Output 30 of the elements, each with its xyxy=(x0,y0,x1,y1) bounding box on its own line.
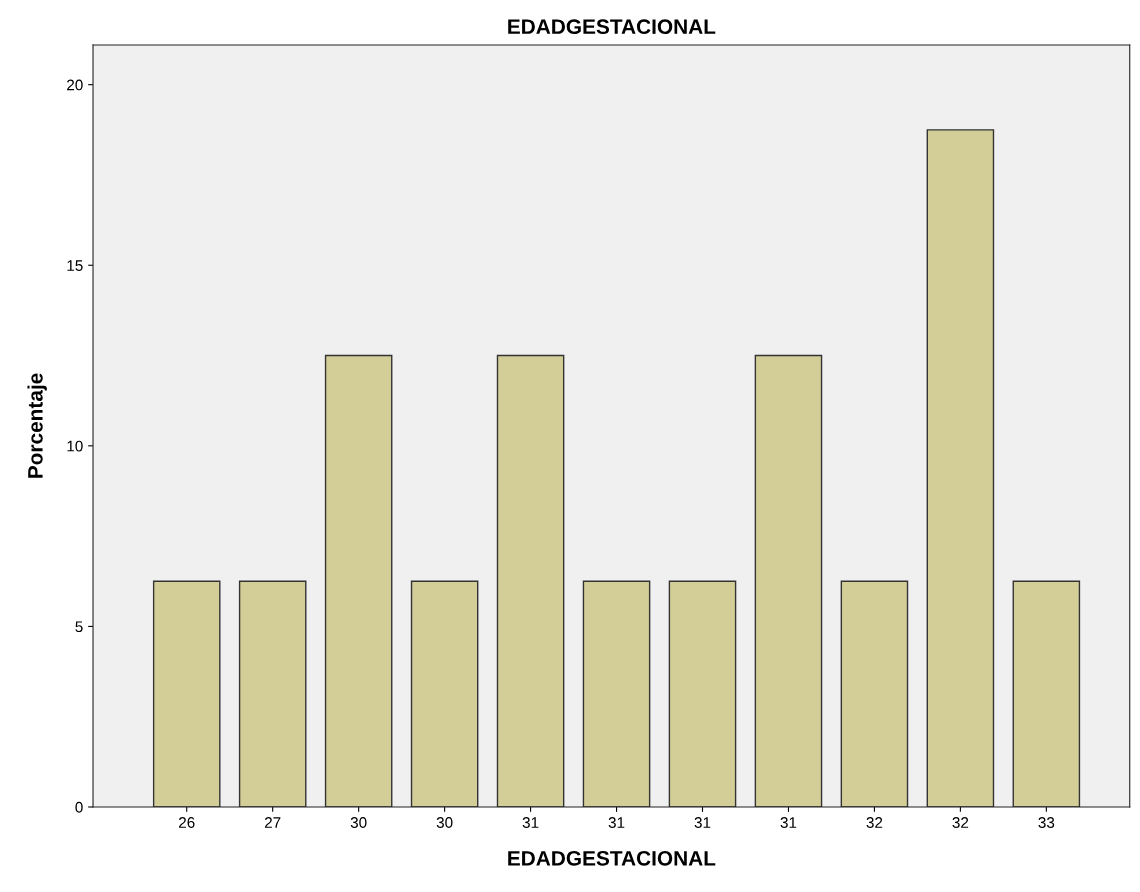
y-tick-label: 0 xyxy=(75,801,83,813)
bar xyxy=(926,129,995,807)
bar xyxy=(324,354,393,807)
x-tick-label: 31 xyxy=(780,817,797,828)
x-tick-label: 30 xyxy=(436,817,453,828)
y-tick-label: 5 xyxy=(75,621,83,633)
bar xyxy=(840,580,909,807)
bar xyxy=(152,580,221,807)
bar xyxy=(754,354,823,807)
bar xyxy=(668,580,737,807)
y-tick-label: 10 xyxy=(67,440,83,452)
x-tick-label: 26 xyxy=(179,817,195,828)
x-tick-label: 31 xyxy=(694,817,711,828)
x-axis-title: EDADGESTACIONAL xyxy=(508,850,716,866)
chart-title: EDADGESTACIONAL xyxy=(508,19,716,35)
y-tick-label: 20 xyxy=(67,79,83,91)
x-tick-label: 33 xyxy=(1038,817,1055,828)
y-axis-title: Porcentaje xyxy=(27,373,47,478)
x-tick-label: 31 xyxy=(608,817,625,828)
bar xyxy=(1012,580,1081,807)
x-tick-label: 32 xyxy=(866,817,883,828)
y-tick-label: 15 xyxy=(67,260,83,271)
x-tick-label: 31 xyxy=(522,817,539,828)
x-tick-label: 27 xyxy=(264,817,281,828)
bar xyxy=(410,580,479,807)
bar xyxy=(496,354,565,807)
bar xyxy=(238,580,307,807)
x-tick-label: 30 xyxy=(350,817,367,828)
x-tick-label: 32 xyxy=(952,817,969,828)
bar xyxy=(582,580,651,807)
